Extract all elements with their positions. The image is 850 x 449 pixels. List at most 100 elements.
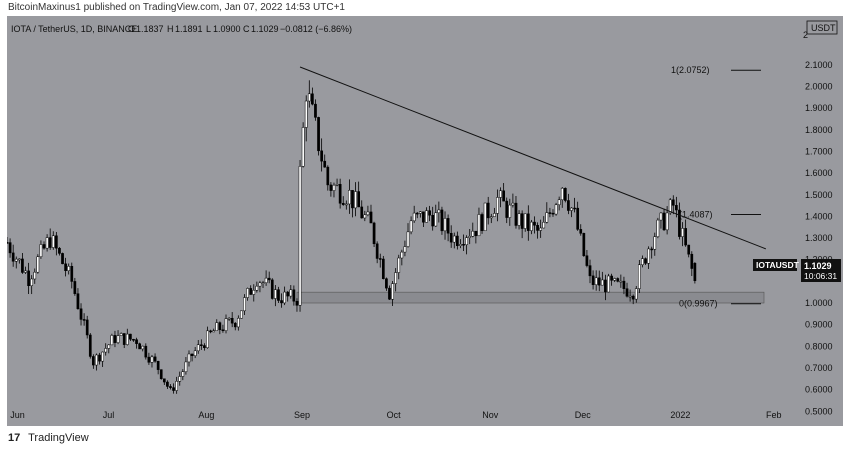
candle (122, 333, 126, 349)
candle (307, 80, 311, 108)
candle (76, 288, 80, 310)
time-tick-feb: Feb (766, 410, 782, 420)
candle (554, 202, 558, 216)
price-axis[interactable]: USDT 2 2.1000 2.0000 1.9000 1.8000 1.7000 1.6… (803, 20, 838, 416)
candle (548, 207, 552, 218)
candle (156, 360, 160, 375)
candle (132, 338, 135, 342)
candle (431, 206, 435, 231)
candle (604, 274, 607, 301)
time-tick-2022: 2022 (670, 410, 690, 420)
candle (644, 257, 647, 265)
candle (486, 196, 490, 225)
candle (480, 212, 484, 234)
candle (693, 262, 697, 284)
candle (576, 201, 580, 231)
candle (11, 244, 15, 267)
candle (61, 252, 64, 265)
candle (249, 285, 253, 295)
candle (92, 354, 95, 369)
candle (344, 200, 348, 210)
price-tick: 0.8000 (805, 341, 833, 351)
candle (218, 321, 222, 335)
price-tick: 0.5000 (805, 406, 833, 416)
price-chart[interactable]: 1(2.0752) (1.4087) 0(0.9967) IOTA / Tether… (7, 16, 843, 426)
candle (175, 376, 179, 394)
symbol-tag-bg (753, 259, 797, 271)
legend-l-label: L (206, 24, 211, 34)
candle (551, 209, 555, 217)
legend-symbol: IOTA / TetherUS, 1D, BINANCE (11, 24, 137, 34)
candle (375, 241, 379, 264)
candle (196, 340, 200, 354)
candle (85, 315, 89, 339)
candle (70, 262, 74, 289)
candle (530, 219, 533, 235)
candle (443, 211, 447, 240)
candle (8, 238, 12, 258)
candle (203, 343, 206, 351)
price-tick: 1.4000 (805, 211, 833, 221)
candle (517, 210, 521, 230)
candle (311, 87, 314, 106)
chart-area[interactable]: 1(2.0752) (1.4087) 0(0.9967) IOTA / Tether… (7, 16, 843, 426)
candle (304, 95, 308, 142)
author-name[interactable]: BitcoinMaxinus1 (8, 2, 81, 13)
price-tick: 1.8000 (805, 125, 833, 135)
candle (243, 294, 246, 316)
candle (508, 198, 512, 226)
candle (465, 235, 468, 255)
price-tick: 1.0000 (805, 298, 833, 308)
candle (372, 221, 376, 247)
price-tag-countdown: 10:06:31 (804, 271, 837, 281)
candle (113, 330, 117, 348)
candle (135, 337, 138, 349)
candle (14, 256, 18, 269)
publish-header: BitcoinMaxinus1 published on TradingView… (0, 0, 850, 16)
candle (483, 202, 487, 232)
candle (573, 197, 576, 213)
candle (184, 357, 188, 375)
time-tick-jul: Jul (103, 410, 115, 420)
tradingview-brand[interactable]: TradingView (28, 432, 89, 444)
candle (206, 326, 209, 349)
candle (292, 285, 296, 306)
candle (178, 371, 182, 386)
legend-h-label: H (167, 24, 174, 34)
candle (82, 313, 86, 326)
candle (58, 246, 61, 256)
candle (150, 354, 154, 368)
candle (295, 298, 299, 312)
candle (650, 246, 654, 259)
candle (425, 207, 428, 223)
candle (449, 225, 453, 248)
candle (298, 159, 302, 312)
candle (526, 205, 530, 241)
candle (21, 252, 24, 274)
candle (638, 259, 641, 294)
candle (619, 274, 623, 288)
candle (258, 280, 262, 293)
price-tick: 0.6000 (805, 385, 833, 395)
tradingview-footer[interactable]: 17 TradingView (8, 430, 89, 446)
candle (67, 263, 71, 275)
candle (597, 270, 601, 292)
candle (588, 259, 592, 284)
legend-c-value: 1.1029 (251, 24, 279, 34)
candle (280, 293, 283, 308)
candle (224, 314, 228, 334)
candle (659, 212, 663, 229)
candle (536, 222, 539, 239)
candle (496, 189, 499, 222)
candle (7, 236, 9, 244)
candle (230, 312, 234, 328)
candle (381, 255, 385, 280)
candle (560, 186, 564, 208)
publish-info: published on TradingView.com, Jan 07, 20… (83, 2, 345, 13)
candle (267, 271, 271, 284)
candle (270, 278, 274, 300)
candle (533, 216, 536, 234)
candle (233, 322, 237, 331)
candle (190, 353, 194, 362)
time-axis[interactable]: Jun Jul Aug Sep Oct Nov Dec 2022 Feb (10, 410, 781, 420)
